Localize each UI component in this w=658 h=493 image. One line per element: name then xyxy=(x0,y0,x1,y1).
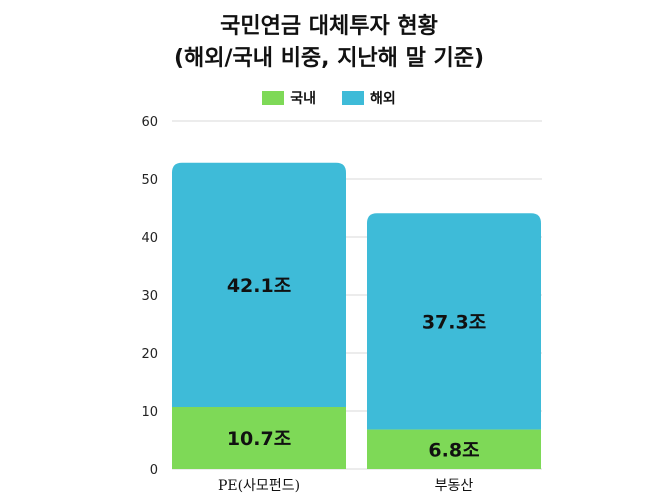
y-tick-label: 20 xyxy=(141,347,158,362)
bar-segment xyxy=(172,406,346,469)
x-tick-label: PE(사모펀드) xyxy=(218,478,300,493)
bar-segment xyxy=(367,213,541,430)
chart-title: 국민연금 대체투자 현황 xyxy=(220,14,438,39)
y-tick-label: 30 xyxy=(141,289,158,304)
legend-label-overseas: 해외 xyxy=(370,91,396,107)
data-label: 37.3조 xyxy=(422,311,486,333)
y-tick-label: 0 xyxy=(150,463,158,478)
y-tick-label: 60 xyxy=(141,115,158,130)
bar-segment xyxy=(172,162,346,407)
legend-swatch-domestic xyxy=(262,91,285,105)
x-tick-label: 부동산 xyxy=(435,478,474,493)
legend-swatch-overseas xyxy=(342,91,364,105)
y-tick-label: 40 xyxy=(141,231,158,246)
data-label: 6.8조 xyxy=(428,439,479,461)
legend: 국내 해외 xyxy=(0,88,658,108)
y-tick-label: 50 xyxy=(141,173,158,188)
bar-segment xyxy=(367,429,541,469)
chart-subtitle: (해외/국내 비중, 지난해 말 기준) xyxy=(173,46,485,71)
legend-label-domestic: 국내 xyxy=(290,91,316,107)
data-label: 42.1조 xyxy=(227,275,291,297)
data-label: 10.7조 xyxy=(227,428,291,450)
legend-item-overseas: 해외 xyxy=(342,88,396,108)
y-tick-label: 10 xyxy=(141,405,158,420)
legend-item-domestic: 국내 xyxy=(262,88,316,108)
